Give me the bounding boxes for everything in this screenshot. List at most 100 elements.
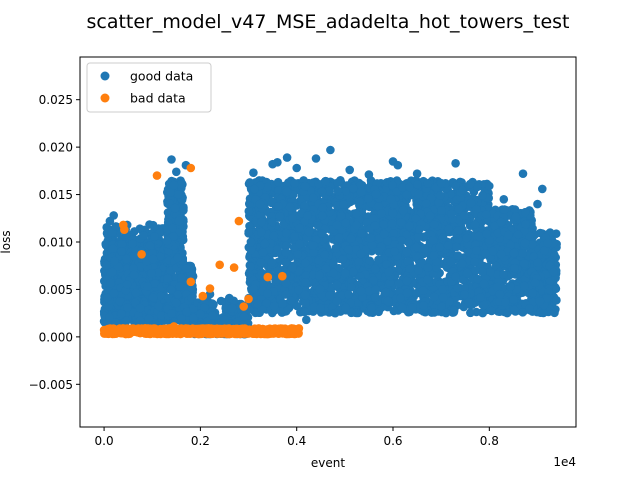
data-point-good-data xyxy=(172,167,181,177)
data-point-good-data xyxy=(520,238,530,248)
data-point-good-data xyxy=(225,293,234,303)
data-point-good-data xyxy=(135,224,145,233)
data-point-good-data xyxy=(470,220,480,229)
data-point-good-data xyxy=(387,219,397,228)
data-point-good-data xyxy=(390,247,399,256)
data-point-good-data xyxy=(268,217,277,227)
data-point-good-data xyxy=(167,155,176,164)
data-point-good-data xyxy=(486,267,495,277)
data-point-good-data xyxy=(348,184,358,193)
data-point-good-data xyxy=(142,256,151,266)
data-point-good-data xyxy=(447,209,456,219)
data-point-good-data xyxy=(389,306,399,316)
data-point-good-data xyxy=(144,314,154,323)
data-point-good-data xyxy=(381,287,391,297)
data-point-good-data xyxy=(348,267,358,277)
data-point-good-data xyxy=(478,308,488,318)
data-point-good-data xyxy=(366,233,375,243)
data-point-good-data xyxy=(412,169,422,178)
data-point-good-data xyxy=(288,263,298,273)
data-point-good-data xyxy=(106,278,115,288)
data-point-good-data xyxy=(341,303,351,313)
data-point-good-data xyxy=(453,226,463,235)
data-point-good-data xyxy=(281,257,291,267)
data-point-good-data xyxy=(331,243,341,253)
data-point-good-data xyxy=(502,308,512,318)
data-point-good-data xyxy=(535,297,545,306)
data-point-good-data xyxy=(129,251,139,261)
data-point-good-data xyxy=(139,231,148,240)
data-point-good-data xyxy=(394,279,404,288)
data-point-good-data xyxy=(321,176,330,186)
data-point-good-data xyxy=(451,272,461,282)
data-point-good-data xyxy=(396,218,406,227)
data-point-good-data xyxy=(457,259,467,268)
data-point-good-data xyxy=(437,206,446,215)
data-point-good-data xyxy=(370,221,380,230)
data-point-good-data xyxy=(274,186,283,195)
data-point-good-data xyxy=(530,278,540,288)
data-point-good-data xyxy=(388,180,397,190)
data-point-good-data xyxy=(117,309,126,319)
data-point-good-data xyxy=(246,245,256,255)
data-point-good-data xyxy=(487,306,496,316)
data-point-good-data xyxy=(379,220,389,229)
data-point-good-data xyxy=(176,180,185,189)
data-point-good-data xyxy=(367,303,377,313)
data-point-good-data xyxy=(352,209,361,219)
data-point-good-data xyxy=(263,289,272,298)
data-point-good-data xyxy=(252,299,262,309)
data-point-good-data xyxy=(374,255,383,265)
data-point-good-data xyxy=(380,185,390,194)
data-point-good-data xyxy=(482,229,491,239)
data-point-good-data xyxy=(488,246,498,256)
data-point-good-data xyxy=(285,202,295,212)
data-point-good-data xyxy=(438,285,448,294)
data-point-good-data xyxy=(423,179,433,188)
data-point-good-data xyxy=(443,241,453,250)
data-point-good-data xyxy=(518,249,527,258)
data-point-good-data xyxy=(509,248,519,258)
data-point-good-data xyxy=(302,315,311,325)
data-point-good-data xyxy=(513,230,523,239)
data-point-good-data xyxy=(364,194,373,203)
data-point-good-data xyxy=(476,293,485,302)
data-point-good-data xyxy=(501,297,510,307)
data-point-good-data xyxy=(511,212,521,222)
data-point-good-data xyxy=(135,303,145,313)
data-point-good-data xyxy=(451,159,460,168)
data-point-good-data xyxy=(308,241,318,250)
data-point-good-data xyxy=(408,303,417,312)
data-point-good-data xyxy=(479,300,489,310)
data-point-good-data xyxy=(388,208,398,218)
data-point-good-data xyxy=(446,257,456,267)
data-point-good-data xyxy=(179,204,188,213)
data-point-good-data xyxy=(499,270,508,280)
data-point-good-data xyxy=(430,308,439,317)
data-point-good-data xyxy=(374,247,384,256)
data-point-good-data xyxy=(344,245,353,254)
data-point-good-data xyxy=(245,178,255,187)
data-point-good-data xyxy=(292,163,302,173)
data-point-good-data xyxy=(315,284,325,294)
data-point-good-data xyxy=(108,244,118,253)
data-point-good-data xyxy=(246,262,255,272)
data-point-good-data xyxy=(182,307,192,317)
data-point-good-data xyxy=(425,211,435,220)
data-point-good-data xyxy=(105,216,115,226)
data-point-good-data xyxy=(196,309,205,319)
data-point-good-data xyxy=(317,187,327,196)
data-point-good-data xyxy=(117,247,126,256)
data-point-good-data xyxy=(318,203,328,212)
data-point-good-data xyxy=(173,253,182,263)
data-point-good-data xyxy=(122,280,132,289)
data-point-good-data xyxy=(101,239,110,249)
data-point-good-data xyxy=(246,237,256,247)
data-point-good-data xyxy=(429,220,439,229)
data-point-good-data xyxy=(462,268,472,278)
data-point-good-data xyxy=(284,178,293,187)
data-point-good-data xyxy=(421,199,431,208)
data-point-good-data xyxy=(354,257,364,267)
data-point-good-data xyxy=(300,307,309,317)
